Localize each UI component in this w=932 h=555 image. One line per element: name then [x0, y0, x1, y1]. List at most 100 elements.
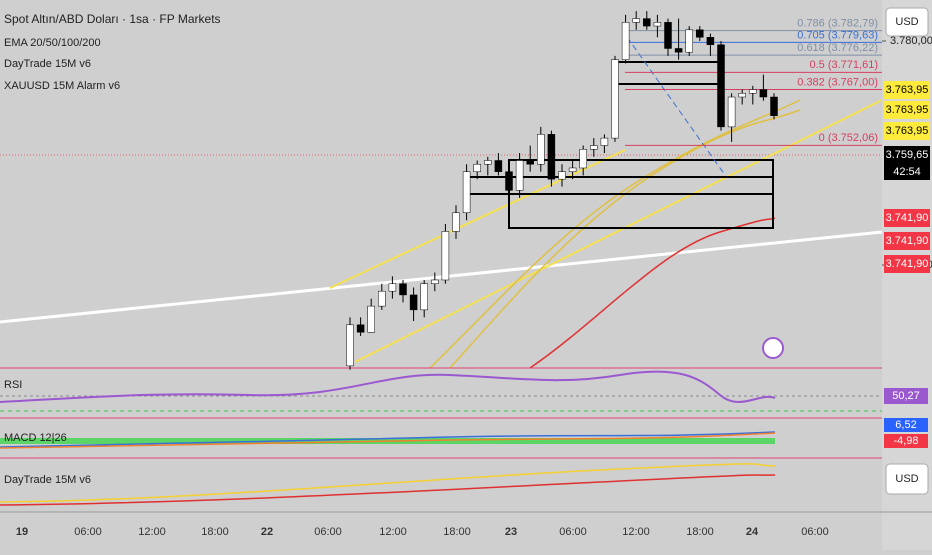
fib-label: 0 (3.752,06) [819, 132, 878, 144]
time-label: 24 [746, 526, 759, 538]
fib-label: 0.786 (3.782,79) [797, 17, 878, 29]
macd-value: 6,52 [895, 419, 916, 431]
candle-body [558, 171, 566, 180]
candle-body [452, 212, 460, 232]
candle-body [494, 160, 503, 172]
candle-body [409, 294, 418, 311]
candle-body [579, 149, 587, 169]
macd-tag [884, 434, 928, 448]
candle-body [664, 22, 672, 49]
candle-body [462, 171, 471, 214]
y-tick-label: 3.780,00 [890, 35, 932, 47]
price-tag-label: 3.763,95 [886, 104, 929, 116]
rsi-line [0, 370, 776, 403]
candle-body [473, 163, 481, 172]
candle-body [770, 96, 778, 116]
candle-body [441, 231, 450, 281]
candle-body [727, 96, 736, 128]
daytrade-line [0, 474, 776, 506]
candle-body [346, 324, 354, 367]
candle-body [367, 305, 375, 333]
ema-line [449, 109, 801, 369]
candle-body [505, 171, 513, 191]
candle-body [632, 18, 640, 23]
candle-body [674, 48, 683, 53]
currency-label: USD [895, 16, 918, 28]
price-tag-label: 3.741,90 [886, 212, 929, 224]
time-label: 22 [261, 526, 273, 538]
price-tag [884, 146, 930, 164]
candle-body [621, 22, 630, 60]
candle-body [431, 279, 439, 284]
time-label: 18:00 [686, 526, 714, 538]
price-tag-label: 3.763,95 [886, 125, 929, 137]
candle-body [685, 29, 693, 53]
price-tag-label: 3.741,90 [886, 258, 929, 270]
time-label: 12:00 [622, 526, 650, 538]
currency-button[interactable] [885, 463, 929, 495]
rsi-label: RSI [4, 379, 22, 391]
candle-body [738, 93, 746, 98]
price-tag [884, 255, 930, 273]
candle-body [537, 134, 545, 165]
candle-body [515, 160, 524, 191]
fib-trend [626, 36, 726, 176]
symbol-title: Spot Altın/ABD Doları · 1sa · FP Markets [4, 12, 221, 26]
rsi-value: 50,27 [892, 390, 920, 402]
time-label: 06:00 [74, 526, 102, 538]
currency-button[interactable] [885, 7, 929, 37]
candle-body [420, 283, 428, 311]
macd-line [0, 431, 776, 448]
price-tag [884, 122, 930, 140]
time-label: 18:00 [201, 526, 229, 538]
price-tag-label: 3.741,90 [886, 235, 929, 247]
countdown-bg [884, 164, 930, 180]
alert-icon[interactable] [762, 337, 784, 359]
fib-label: 0.705 (3.779,63) [797, 29, 878, 41]
time-label: 06:00 [559, 526, 587, 538]
candle-body [399, 283, 407, 296]
indicator-label: DayTrade 15M v6 [4, 58, 91, 70]
candle-body [526, 160, 534, 165]
ema-line [429, 99, 801, 369]
time-label: 06:00 [801, 526, 829, 538]
time-label: 18:00 [443, 526, 471, 538]
candle-body [568, 167, 577, 172]
time-label: 12:00 [379, 526, 407, 538]
candle-body [356, 324, 365, 333]
candle-body [653, 22, 662, 27]
candle-body [749, 89, 757, 94]
macd-value: -4,98 [893, 435, 918, 447]
macd-label: MACD 12|26 [4, 432, 67, 444]
candle-body [717, 44, 725, 128]
fib-label: 0.5 (3.771,61) [810, 59, 879, 71]
candle-body [388, 283, 397, 292]
candle-body [484, 160, 492, 165]
channel-line [329, 149, 626, 289]
price-tag-label: 3.759,65 [886, 149, 929, 161]
price-tag [884, 209, 930, 227]
price-tag [884, 232, 930, 250]
time-label: 12:00 [138, 526, 166, 538]
macd-tag [884, 418, 928, 432]
channel-line [354, 99, 883, 363]
candle-body [378, 290, 386, 307]
currency-label: USD [895, 473, 918, 485]
countdown: 42:54 [893, 166, 921, 178]
time-label: 06:00 [314, 526, 342, 538]
price-tag-label: 3.763,95 [886, 84, 929, 96]
candle-body [759, 89, 768, 98]
candle-body [547, 134, 556, 180]
indicator-label: XAUUSD 15M Alarm v6 [4, 80, 120, 92]
time-label: 19 [16, 526, 28, 538]
candle-body [600, 137, 609, 146]
candle-body [706, 37, 715, 45]
daytrade-line [0, 463, 776, 503]
indicator-label: EMA 20/50/100/200 [4, 37, 101, 49]
candle-body [643, 18, 651, 27]
price-tag [884, 81, 930, 99]
fib-label: 0.382 (3.767,00) [797, 76, 878, 88]
fib-label: 0.618 (3.776,22) [797, 42, 878, 54]
